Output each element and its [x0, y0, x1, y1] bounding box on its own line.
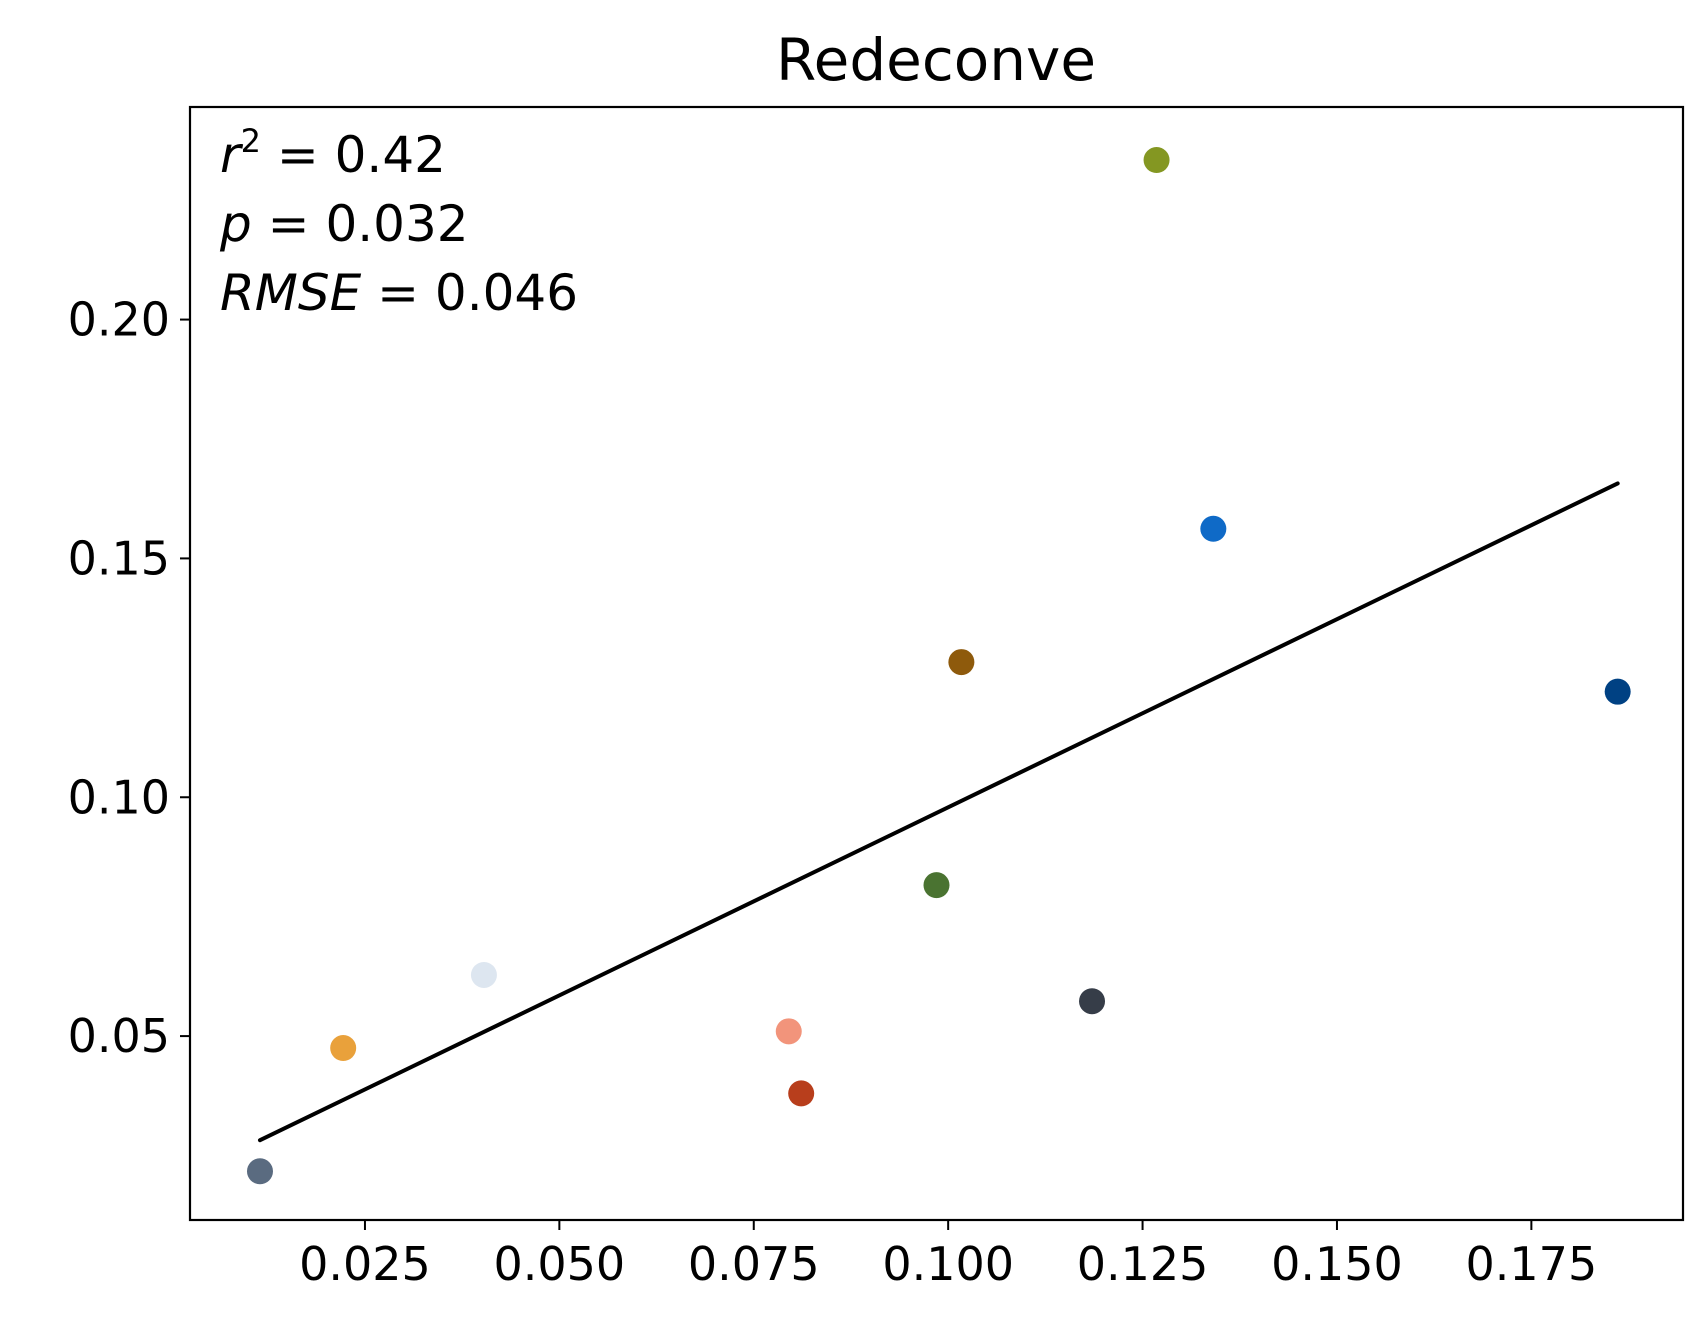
data-point: [923, 872, 950, 899]
y-axis: 0.05 0.10 0.15 0.20: [68, 293, 190, 1063]
x-axis: 0.025 0.050 0.075 0.100 0.125 0.150 0.175: [299, 1220, 1597, 1291]
x-tick-label: 0.100: [882, 1237, 1014, 1291]
r-squared-value: 0.42: [335, 126, 446, 184]
y-tick-label: 0.15: [68, 531, 170, 585]
data-point: [1200, 515, 1227, 542]
chart-title: Redeconve: [776, 26, 1096, 94]
x-tick-label: 0.075: [688, 1237, 820, 1291]
data-point: [470, 961, 497, 988]
x-tick-label: 0.175: [1466, 1237, 1598, 1291]
y-tick-label: 0.05: [68, 1009, 170, 1063]
data-point: [330, 1035, 357, 1062]
y-tick-label: 0.10: [68, 770, 170, 824]
data-point: [246, 1158, 273, 1185]
rmse-annotation: RMSE = 0.046: [220, 264, 578, 322]
plot-area-frame: [188, 105, 1685, 1222]
data-point: [1143, 147, 1170, 174]
p-value: 0.032: [325, 195, 468, 253]
data-point: [788, 1080, 815, 1107]
r-squared-annotation: r2 = 0.42: [220, 122, 446, 184]
data-points: [246, 147, 1631, 1185]
p-value-annotation: p = 0.032: [219, 195, 469, 253]
x-tick-label: 0.125: [1077, 1237, 1209, 1291]
x-tick-label: 0.050: [494, 1237, 626, 1291]
y-tick-label: 0.20: [68, 293, 170, 347]
data-point: [775, 1018, 802, 1045]
data-point: [948, 649, 975, 676]
data-point: [1079, 988, 1106, 1015]
data-point: [1604, 678, 1631, 705]
rmse-value: 0.046: [435, 264, 578, 322]
stats-annotation: r2 = 0.42 p = 0.032 RMSE = 0.046: [219, 122, 578, 322]
regression-line-group: [257, 481, 1620, 1143]
x-tick-label: 0.150: [1271, 1237, 1403, 1291]
regression-line: [257, 481, 1620, 1143]
x-tick-label: 0.025: [299, 1237, 431, 1291]
